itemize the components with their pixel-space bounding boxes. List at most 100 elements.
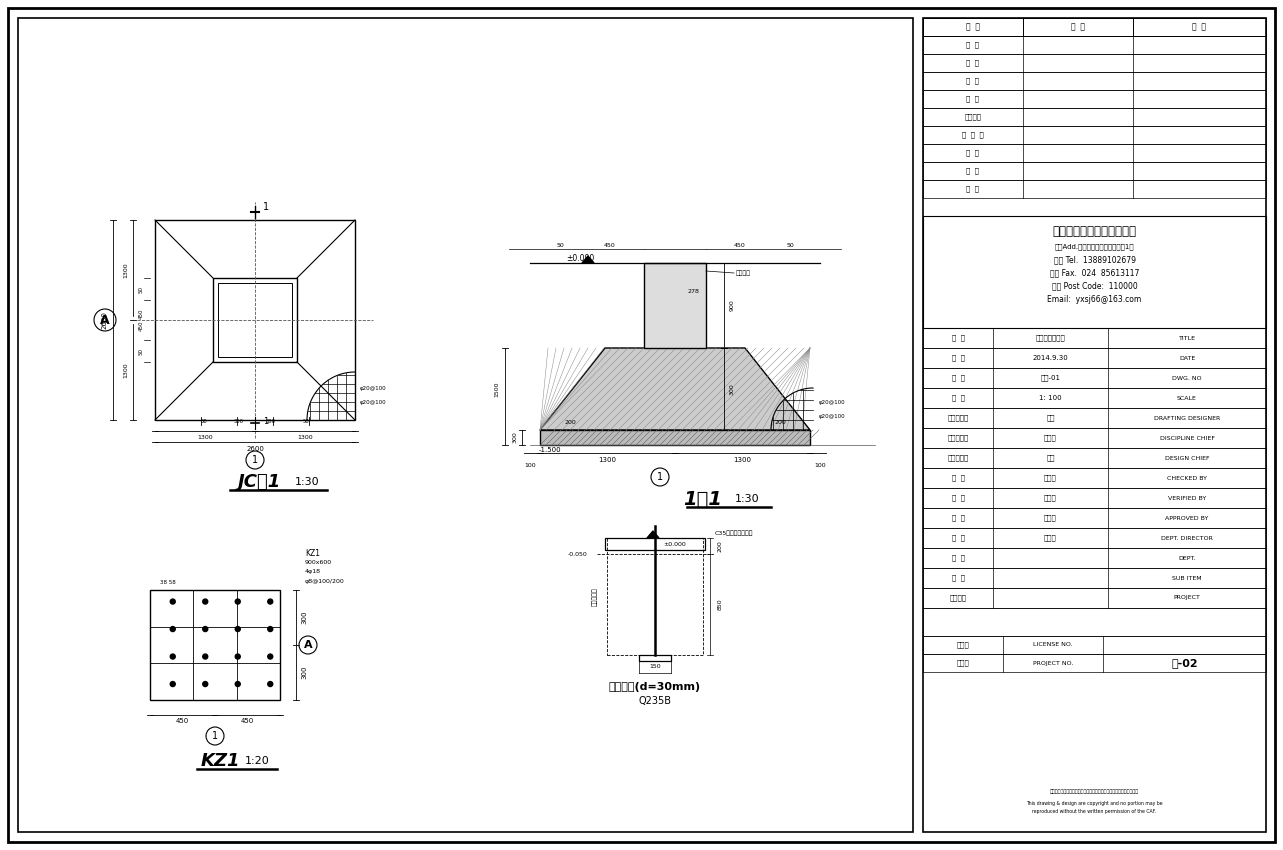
Text: 300: 300 <box>234 418 244 423</box>
Text: JC－1: JC－1 <box>239 473 282 491</box>
Text: 工程名称: 工程名称 <box>949 595 966 601</box>
Text: 4φ18: 4φ18 <box>305 570 321 575</box>
Text: 1300: 1300 <box>123 262 128 278</box>
Bar <box>644 263 706 348</box>
Text: 1300: 1300 <box>298 434 313 439</box>
Text: 电  力: 电 力 <box>966 150 979 156</box>
Text: DEPT.: DEPT. <box>1178 556 1196 560</box>
Bar <box>922 608 1266 636</box>
Circle shape <box>203 654 208 659</box>
Bar <box>922 328 1266 348</box>
Bar <box>150 590 280 700</box>
Text: 200: 200 <box>717 540 722 552</box>
Circle shape <box>203 626 208 632</box>
Text: 专  业: 专 业 <box>966 42 979 48</box>
Text: 工种负责人: 工种负责人 <box>947 434 969 441</box>
Text: TITLE: TITLE <box>1179 336 1196 341</box>
Text: 450: 450 <box>734 242 745 247</box>
Bar <box>922 180 1266 198</box>
Text: 部  长: 部 长 <box>952 535 965 541</box>
Text: 50: 50 <box>556 242 563 247</box>
Text: 义金钉技模幕墙设计工作室: 义金钉技模幕墙设计工作室 <box>1052 224 1137 237</box>
Text: 300: 300 <box>302 666 307 679</box>
Polygon shape <box>540 348 810 430</box>
Bar <box>922 528 1266 548</box>
Text: 1: 100: 1: 100 <box>1039 395 1062 401</box>
Text: 子  项: 子 项 <box>952 575 965 581</box>
Text: Email:  yxsj66@163.com: Email: yxsj66@163.com <box>1047 294 1142 303</box>
Circle shape <box>203 682 208 687</box>
Bar <box>922 18 1266 36</box>
Text: 1500: 1500 <box>494 382 499 397</box>
Text: 弱  电: 弱 电 <box>966 185 979 192</box>
Bar <box>922 126 1266 144</box>
Text: 50: 50 <box>200 418 208 423</box>
Text: 278: 278 <box>688 288 699 293</box>
Text: 1: 1 <box>657 472 663 482</box>
Text: 450: 450 <box>604 242 616 247</box>
Text: KZ1: KZ1 <box>305 548 319 558</box>
Text: CHECKED BY: CHECKED BY <box>1168 475 1207 480</box>
Bar <box>922 448 1266 468</box>
Bar <box>922 588 1266 608</box>
Text: ±0.000: ±0.000 <box>566 253 594 263</box>
Text: 450: 450 <box>241 718 254 724</box>
Bar <box>922 108 1266 126</box>
Text: 150: 150 <box>649 665 661 670</box>
Text: 2600: 2600 <box>103 311 108 329</box>
Text: 300: 300 <box>266 418 276 423</box>
Text: φ20@100: φ20@100 <box>819 413 845 418</box>
Bar <box>922 72 1266 90</box>
Text: φ20@100: φ20@100 <box>361 386 386 390</box>
Bar <box>922 348 1266 368</box>
Text: 锚栓详图(d=30mm): 锚栓详图(d=30mm) <box>609 682 701 692</box>
Bar <box>922 90 1266 108</box>
Text: -0.050: -0.050 <box>567 552 588 557</box>
Text: 1:30: 1:30 <box>295 477 319 487</box>
Polygon shape <box>647 531 659 538</box>
Text: 地脚螺栓组: 地脚螺栓组 <box>593 587 598 606</box>
Text: 850: 850 <box>717 598 722 610</box>
Text: 部  别: 部 别 <box>952 555 965 561</box>
Text: 电话 Tel.  13889102679: 电话 Tel. 13889102679 <box>1053 256 1135 264</box>
Text: 结  构: 结 构 <box>966 96 979 102</box>
Text: 1: 1 <box>251 455 258 465</box>
Text: 建  筑: 建 筑 <box>966 77 979 84</box>
Bar <box>218 283 293 357</box>
Text: DATE: DATE <box>1179 355 1196 360</box>
Text: This drawing & design are copyright and no portion may be: This drawing & design are copyright and … <box>1026 802 1162 807</box>
Text: PROJECT NO.: PROJECT NO. <box>1033 660 1073 666</box>
Text: DESIGN CHIEF: DESIGN CHIEF <box>1165 456 1210 461</box>
Text: 38 58: 38 58 <box>160 580 176 585</box>
Bar <box>922 488 1266 508</box>
Text: 比  例: 比 例 <box>952 394 965 401</box>
Polygon shape <box>582 256 594 263</box>
Text: φ8@100/200: φ8@100/200 <box>305 579 345 583</box>
Text: 周技法: 周技法 <box>1044 515 1057 521</box>
Bar <box>18 18 913 832</box>
Text: 2014.9.30: 2014.9.30 <box>1033 355 1069 361</box>
Bar <box>922 468 1266 488</box>
Text: 日  期: 日 期 <box>952 354 965 361</box>
Text: 900x600: 900x600 <box>305 560 332 565</box>
Text: 200: 200 <box>774 420 786 424</box>
Text: 审  定: 审 定 <box>952 515 965 521</box>
Text: 本图纸版权归义金钢结构幕墙设计所有，不得擅自用于工程以外的地方: 本图纸版权归义金钢结构幕墙设计所有，不得擅自用于工程以外的地方 <box>1049 790 1139 795</box>
Bar <box>922 368 1266 388</box>
Circle shape <box>235 654 240 659</box>
Bar <box>922 162 1266 180</box>
Circle shape <box>268 626 273 632</box>
Text: 给  排  水: 给 排 水 <box>962 132 984 139</box>
Bar <box>922 144 1266 162</box>
Text: 邮编 Post Code:  110000: 邮编 Post Code: 110000 <box>1052 281 1137 291</box>
Text: 1: 1 <box>212 731 218 741</box>
Text: 顾晓安: 顾晓安 <box>1044 474 1057 481</box>
Circle shape <box>203 599 208 604</box>
Bar <box>922 568 1266 588</box>
Text: C35细石混凝土灌浆: C35细石混凝土灌浆 <box>715 530 753 536</box>
Text: 地址Add.沈阳市沙鹑区南塔北大杷1号: 地址Add.沈阳市沙鹑区南塔北大杷1号 <box>1055 244 1134 250</box>
Text: 周英: 周英 <box>1046 455 1055 462</box>
Text: 1:30: 1:30 <box>735 494 760 504</box>
Text: VERIFIED BY: VERIFIED BY <box>1168 496 1206 501</box>
Text: 洪超: 洪超 <box>1046 415 1055 422</box>
